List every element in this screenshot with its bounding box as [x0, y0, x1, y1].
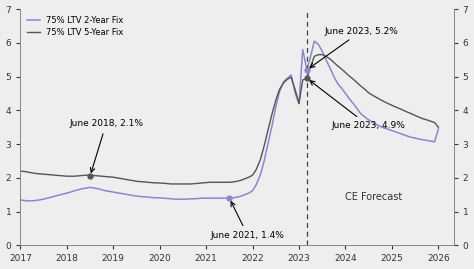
- 75% LTV 2-Year Fix: [296, 102, 302, 105]
- 75% LTV 5-Year Fix: [157, 181, 163, 185]
- 75% LTV 5-Year Fix: [49, 173, 55, 176]
- Legend: 75% LTV 2-Year Fix, 75% LTV 5-Year Fix: 75% LTV 2-Year Fix, 75% LTV 5-Year Fix: [25, 13, 126, 40]
- 75% LTV 2-Year Fix: [250, 189, 255, 192]
- Line: 75% LTV 2-Year Fix: 75% LTV 2-Year Fix: [20, 41, 438, 201]
- 75% LTV 2-Year Fix: [18, 198, 23, 201]
- 75% LTV 5-Year Fix: [436, 126, 441, 129]
- 75% LTV 5-Year Fix: [134, 180, 139, 183]
- 75% LTV 2-Year Fix: [137, 195, 143, 198]
- 75% LTV 5-Year Fix: [250, 174, 255, 177]
- 75% LTV 2-Year Fix: [246, 192, 252, 195]
- 75% LTV 5-Year Fix: [18, 169, 23, 173]
- Text: June 2023, 4.9%: June 2023, 4.9%: [310, 81, 405, 130]
- 75% LTV 2-Year Fix: [52, 194, 58, 198]
- 75% LTV 5-Year Fix: [246, 176, 252, 179]
- 75% LTV 2-Year Fix: [161, 197, 166, 200]
- 75% LTV 5-Year Fix: [168, 182, 174, 186]
- Text: CE Forecast: CE Forecast: [346, 192, 403, 201]
- 75% LTV 2-Year Fix: [26, 199, 31, 203]
- 75% LTV 5-Year Fix: [316, 53, 321, 56]
- Line: 75% LTV 5-Year Fix: 75% LTV 5-Year Fix: [20, 55, 438, 184]
- Text: June 2018, 2.1%: June 2018, 2.1%: [69, 119, 143, 172]
- 75% LTV 2-Year Fix: [436, 127, 441, 130]
- Text: June 2023, 5.2%: June 2023, 5.2%: [310, 27, 399, 68]
- 75% LTV 2-Year Fix: [311, 40, 317, 43]
- 75% LTV 5-Year Fix: [296, 102, 302, 105]
- Text: June 2021, 1.4%: June 2021, 1.4%: [211, 202, 284, 240]
